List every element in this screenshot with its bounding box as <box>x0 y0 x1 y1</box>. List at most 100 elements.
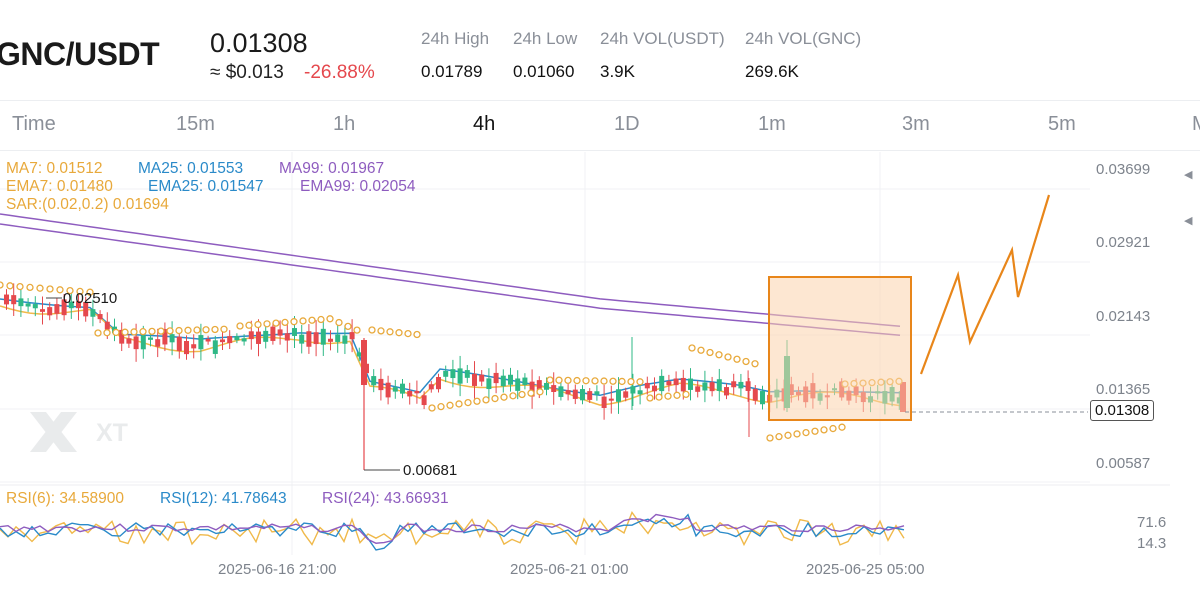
candle-body <box>198 335 204 350</box>
candle-body <box>234 336 240 341</box>
sar-dot <box>404 329 412 338</box>
candle-body <box>97 314 103 320</box>
sar-dot <box>245 321 253 329</box>
sar-dot <box>820 426 828 434</box>
sar-dot <box>413 330 421 339</box>
candle-body <box>731 381 737 388</box>
sar-dot <box>636 378 644 386</box>
ema99-line <box>0 223 901 337</box>
candle-body <box>544 382 549 390</box>
candle-body <box>745 381 751 391</box>
sar-dot <box>582 377 590 385</box>
candle-body <box>169 334 175 343</box>
tab-15m[interactable]: 15m <box>176 113 215 135</box>
sar-dot <box>464 398 472 407</box>
sar-dot <box>793 430 801 438</box>
sar-dot <box>157 327 165 335</box>
sar-dot <box>368 326 376 334</box>
collapse-left-icon[interactable]: ◀ <box>1184 215 1193 227</box>
candle-body <box>227 336 233 344</box>
candle-body <box>54 304 60 314</box>
tab-4h[interactable]: 4h <box>473 113 496 135</box>
sar-dot <box>600 377 608 385</box>
sar-dot <box>193 326 201 334</box>
xt-watermark-logo <box>30 412 77 452</box>
rsi6-legend: RSI(6): 34.58900 <box>6 490 125 507</box>
candle-body <box>306 331 312 347</box>
ma25-legend: MA25: 0.01553 <box>138 160 244 177</box>
stat-24h-low-label: 24h Low <box>513 29 578 48</box>
candle-body <box>752 388 758 401</box>
sar-dot <box>6 282 14 290</box>
annotation-box <box>768 276 912 421</box>
tab-1d[interactable]: 1D <box>614 113 640 135</box>
candle-body <box>414 390 420 394</box>
collapse-left-icon[interactable]: ◀ <box>1184 169 1193 181</box>
sar-dot <box>829 424 837 433</box>
candle-body <box>191 344 197 349</box>
candle-body <box>104 321 110 330</box>
candle-body <box>508 374 513 385</box>
candle-body <box>328 338 333 342</box>
sar-dot <box>0 281 4 289</box>
tab-time[interactable]: Time <box>12 113 56 135</box>
candle-body <box>392 387 398 392</box>
sar-dot <box>742 357 750 366</box>
sar-dots <box>0 281 903 442</box>
candle-body <box>11 295 17 305</box>
ma99-line <box>0 213 901 328</box>
candle-body <box>594 391 600 395</box>
sar-dot <box>682 390 690 399</box>
candle-body <box>666 381 672 386</box>
candle-body <box>724 387 729 396</box>
stat-24h-high-label: 24h High <box>421 29 490 48</box>
candle-body <box>205 338 211 342</box>
tab-1m[interactable]: 1m <box>758 113 786 135</box>
ma7-legend: MA7: 0.01512 <box>6 160 103 177</box>
tab-1h[interactable]: 1h <box>333 113 356 135</box>
candle-body <box>241 338 247 342</box>
high-price-label: 0.02510 <box>63 290 118 307</box>
candle-body <box>148 337 153 340</box>
sar-dot <box>455 400 463 408</box>
candle-body <box>688 378 693 390</box>
candle-body <box>601 396 607 408</box>
annotation-forecast-line <box>919 194 1051 375</box>
tab-more[interactable]: M <box>1192 113 1200 136</box>
candle-body <box>263 330 269 342</box>
candle-body <box>572 389 578 399</box>
sar-dot <box>263 320 271 328</box>
candle-body <box>436 377 441 390</box>
sar-dot <box>202 326 210 334</box>
candle-body <box>32 304 38 309</box>
candle-body <box>428 384 434 390</box>
sar-dot <box>335 318 343 327</box>
sar-dot <box>428 404 436 412</box>
sar-dot <box>299 317 307 325</box>
candle-body <box>47 307 53 316</box>
sar-dot <box>211 325 219 334</box>
sar-dot <box>784 431 792 439</box>
candle-body <box>400 383 405 394</box>
sar-dot <box>627 377 635 386</box>
sar-dot <box>802 428 810 437</box>
tab-3m[interactable]: 3m <box>902 113 930 135</box>
sar-dot <box>94 329 102 337</box>
sar-dot <box>166 327 174 335</box>
tab-5m[interactable]: 5m <box>1048 113 1076 135</box>
candle-body <box>61 299 67 316</box>
sar-dot <box>775 432 783 441</box>
sar-dot <box>555 376 563 384</box>
sar-dot <box>811 427 819 435</box>
candle-body <box>76 301 81 309</box>
candle-body <box>421 395 427 406</box>
candle-body <box>450 369 456 379</box>
candle-body <box>68 301 74 309</box>
candle-body <box>133 336 139 350</box>
sar-dot <box>527 389 535 397</box>
last-price: 0.01308 <box>210 28 308 58</box>
sar-dot <box>26 283 34 292</box>
candle-body <box>25 303 31 307</box>
sar-dot <box>715 351 723 359</box>
